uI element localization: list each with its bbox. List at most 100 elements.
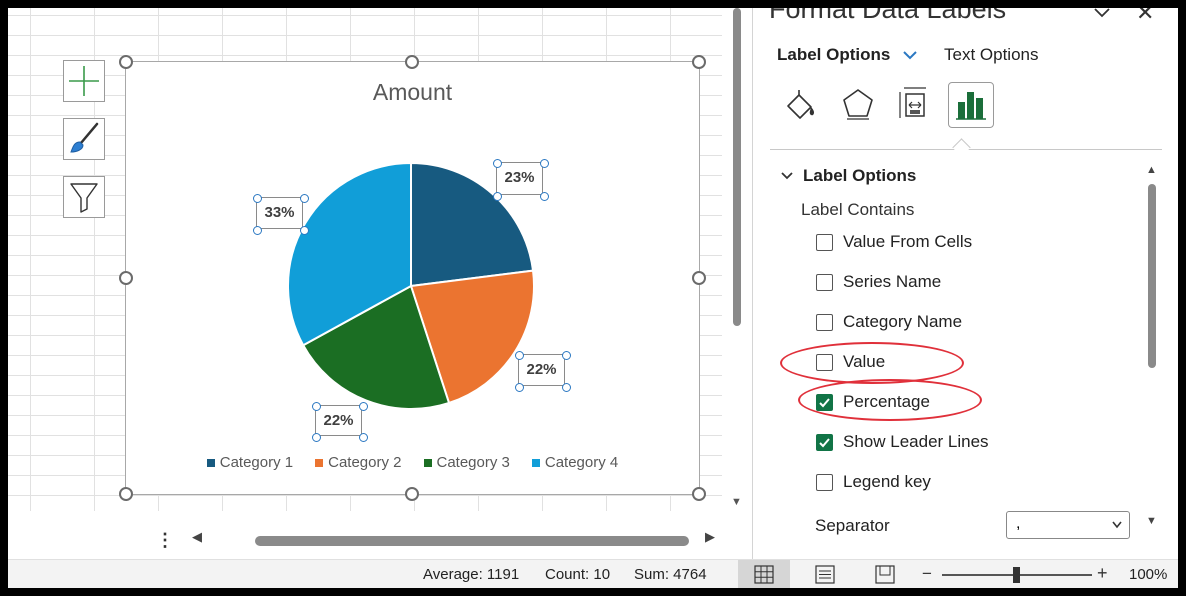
data-label-category-4[interactable]: 33% xyxy=(253,194,309,235)
scroll-thumb[interactable] xyxy=(733,8,741,326)
resize-handle-bottom-left[interactable] xyxy=(119,487,133,501)
pie-slice-4[interactable] xyxy=(287,161,412,347)
pie-chart[interactable]: Amount 23% 22% 22% 33% Category 1 Catego… xyxy=(119,55,706,501)
label-resize-handle[interactable] xyxy=(359,402,368,411)
resize-handle-right[interactable] xyxy=(692,271,706,285)
label-resize-handle[interactable] xyxy=(253,226,262,235)
option-label: Category Name xyxy=(843,312,963,331)
label-resize-handle[interactable] xyxy=(300,194,309,203)
label-resize-handle[interactable] xyxy=(515,383,524,392)
label-resize-handle[interactable] xyxy=(312,433,321,442)
zoom-in-button[interactable]: + xyxy=(1097,563,1108,583)
resize-handle-top-left[interactable] xyxy=(119,55,133,69)
label-resize-handle[interactable] xyxy=(300,226,309,235)
option-category-name[interactable]: Category Name xyxy=(816,311,962,333)
zoom-out-button[interactable]: − xyxy=(922,564,932,583)
pie-slice-3[interactable] xyxy=(301,284,451,410)
pane-divider[interactable] xyxy=(752,8,753,559)
scroll-down-icon[interactable]: ▼ xyxy=(1146,515,1157,527)
zoom-slider-thumb[interactable] xyxy=(1013,567,1020,583)
status-count[interactable]: Count: 10 xyxy=(545,566,611,583)
checkbox-value-from-cells[interactable] xyxy=(816,233,833,251)
chart-title[interactable]: Amount xyxy=(372,79,453,105)
status-average[interactable]: Average: 1191 xyxy=(423,566,520,583)
option-label: Value From Cells xyxy=(843,232,973,251)
chevron-down-icon[interactable] xyxy=(779,168,795,184)
pane-vertical-scrollbar[interactable]: ▲ ▼ xyxy=(1144,160,1160,532)
scroll-right-icon[interactable]: ▶ xyxy=(705,529,715,544)
label-resize-handle[interactable] xyxy=(493,159,502,168)
chart-filters-button[interactable] xyxy=(63,176,105,218)
legend-entry-category-1[interactable]: Category 1 xyxy=(206,454,294,471)
more-options-icon[interactable]: ⋮ xyxy=(156,530,174,550)
option-label: Series Name xyxy=(843,272,942,291)
legend-entry-category-3[interactable]: Category 3 xyxy=(423,454,510,471)
size-properties-button[interactable] xyxy=(892,82,936,126)
resize-handle-bottom[interactable] xyxy=(405,487,419,501)
bar-chart-icon xyxy=(956,92,986,120)
scroll-down-icon[interactable]: ▼ xyxy=(731,496,742,508)
option-label: Legend key xyxy=(843,472,931,491)
separator-dropdown[interactable]: , xyxy=(1006,511,1130,539)
chart-elements-button[interactable] xyxy=(63,60,105,102)
scroll-left-icon[interactable]: ◀ xyxy=(192,529,202,544)
chevron-down-icon[interactable] xyxy=(1091,8,1113,24)
page-break-view-button[interactable] xyxy=(859,560,911,588)
data-label-category-2[interactable]: 22% xyxy=(515,351,571,392)
label-resize-handle[interactable] xyxy=(562,383,571,392)
option-series-name[interactable]: Series Name xyxy=(816,271,941,293)
normal-view-button[interactable] xyxy=(738,560,790,588)
legend-label: Category 1 xyxy=(219,454,294,471)
label-resize-handle[interactable] xyxy=(493,192,502,201)
page-layout-view-button[interactable] xyxy=(799,560,851,588)
legend-entry-category-4[interactable]: Category 4 xyxy=(531,454,618,471)
label-options-button[interactable] xyxy=(948,82,994,128)
checkbox-series-name[interactable] xyxy=(816,273,833,291)
checkbox-show-leader-lines[interactable] xyxy=(816,433,833,451)
label-resize-handle[interactable] xyxy=(312,402,321,411)
option-value-from-cells[interactable]: Value From Cells xyxy=(816,231,972,253)
section-label-options[interactable]: Label Options xyxy=(803,166,917,185)
resize-handle-left[interactable] xyxy=(119,271,133,285)
scroll-up-icon[interactable]: ▲ xyxy=(1146,164,1157,176)
label-resize-handle[interactable] xyxy=(540,159,549,168)
sheet-horizontal-scrollbar[interactable]: ⋮ ◀ ▶ xyxy=(8,516,752,554)
resize-handle-top[interactable] xyxy=(405,55,419,69)
option-show-leader-lines[interactable]: Show Leader Lines xyxy=(816,431,989,453)
resize-handle-top-right[interactable] xyxy=(692,55,706,69)
label-resize-handle[interactable] xyxy=(359,433,368,442)
status-sum[interactable]: Sum: 4764 xyxy=(634,566,707,583)
data-label-category-3[interactable]: 22% xyxy=(312,402,368,442)
chevron-down-icon xyxy=(1112,521,1122,529)
scroll-thumb[interactable] xyxy=(255,536,689,546)
label-resize-handle[interactable] xyxy=(253,194,262,203)
option-legend-key[interactable]: Legend key xyxy=(816,471,931,493)
page-break-icon xyxy=(875,565,895,584)
label-resize-handle[interactable] xyxy=(540,192,549,201)
data-label-category-1[interactable]: 23% xyxy=(493,159,549,201)
sheet-vertical-scrollbar[interactable]: ▼ xyxy=(726,8,748,511)
pie-plot-area[interactable] xyxy=(126,62,699,494)
label-resize-handle[interactable] xyxy=(515,351,524,360)
close-icon[interactable]: ✕ xyxy=(1136,8,1155,25)
excel-window: Amount 23% 22% 22% 33% Category 1 Catego… xyxy=(8,8,1178,588)
fill-line-button[interactable] xyxy=(780,82,824,126)
paint-bucket-icon xyxy=(787,90,815,119)
worksheet-grid[interactable]: Amount 23% 22% 22% 33% Category 1 Catego… xyxy=(8,8,722,511)
scroll-thumb[interactable] xyxy=(1148,184,1156,368)
checkbox-category-name[interactable] xyxy=(816,313,833,331)
annotation-circle-percentage xyxy=(798,379,982,421)
chart-legend[interactable]: Category 1 Category 2 Category 3 Categor… xyxy=(126,454,699,471)
label-resize-handle[interactable] xyxy=(562,351,571,360)
pie-slice-2[interactable] xyxy=(409,269,535,405)
tab-label-options[interactable]: Label Options xyxy=(777,45,891,64)
chevron-down-icon[interactable] xyxy=(901,46,919,64)
effects-button[interactable] xyxy=(836,82,880,126)
legend-entry-category-2[interactable]: Category 2 xyxy=(315,454,402,471)
chart-styles-button[interactable] xyxy=(63,118,105,160)
tab-text-options[interactable]: Text Options xyxy=(944,45,1039,64)
zoom-level[interactable]: 100% xyxy=(1129,566,1168,583)
checkbox-legend-key[interactable] xyxy=(816,473,833,491)
pie-slice-1[interactable] xyxy=(410,161,535,288)
resize-handle-bottom-right[interactable] xyxy=(692,487,706,501)
